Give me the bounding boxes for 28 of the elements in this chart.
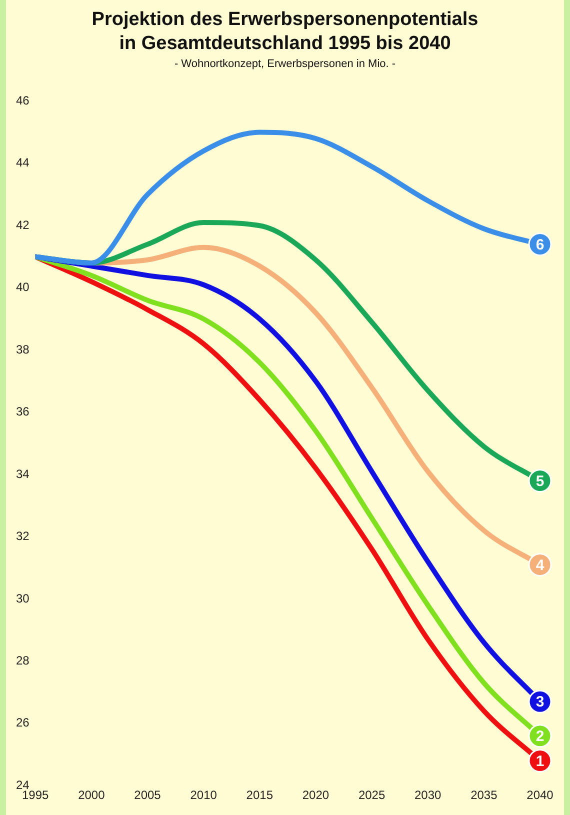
y-tick-label: 32: [16, 529, 30, 544]
chart-subtitle: - Wohnortkonzept, Erwerbspersonen in Mio. -: [173, 58, 397, 70]
series-label: 3: [536, 694, 544, 711]
x-tick-label: 2010: [190, 788, 218, 802]
series-label: 6: [536, 236, 544, 254]
y-tick-label: 38: [16, 342, 30, 356]
x-tick-label: 2035: [470, 788, 498, 802]
y-tick-label: 26: [16, 716, 30, 730]
chart-title: Projektion des Erwerbspersonenpotentials in Gesamtdeutschland 1995 bis 2040: [90, 8, 480, 56]
x-tick-label: 2030: [414, 788, 442, 802]
y-tick-label: 34: [16, 466, 30, 481]
series-label: 1: [536, 752, 544, 770]
x-tick-label: 2025: [358, 788, 386, 802]
x-tick-label: 2005: [134, 788, 162, 802]
x-tick-label: 2040: [526, 788, 554, 802]
y-tick-label: 44: [16, 156, 30, 170]
y-tick-label: 30: [16, 591, 30, 606]
x-tick-label: 2020: [302, 788, 330, 802]
y-tick-label: 36: [16, 404, 30, 419]
y-tick-label: 42: [16, 218, 30, 232]
series-label: 5: [536, 472, 544, 490]
x-tick-label: 2000: [78, 788, 106, 802]
series-label: 2: [536, 728, 544, 745]
x-tick-label: 2015: [246, 788, 274, 802]
y-tick-label: 46: [16, 94, 30, 108]
series-label: 4: [536, 556, 545, 574]
y-tick-label: 40: [16, 280, 30, 294]
y-tick-label: 28: [16, 653, 30, 668]
